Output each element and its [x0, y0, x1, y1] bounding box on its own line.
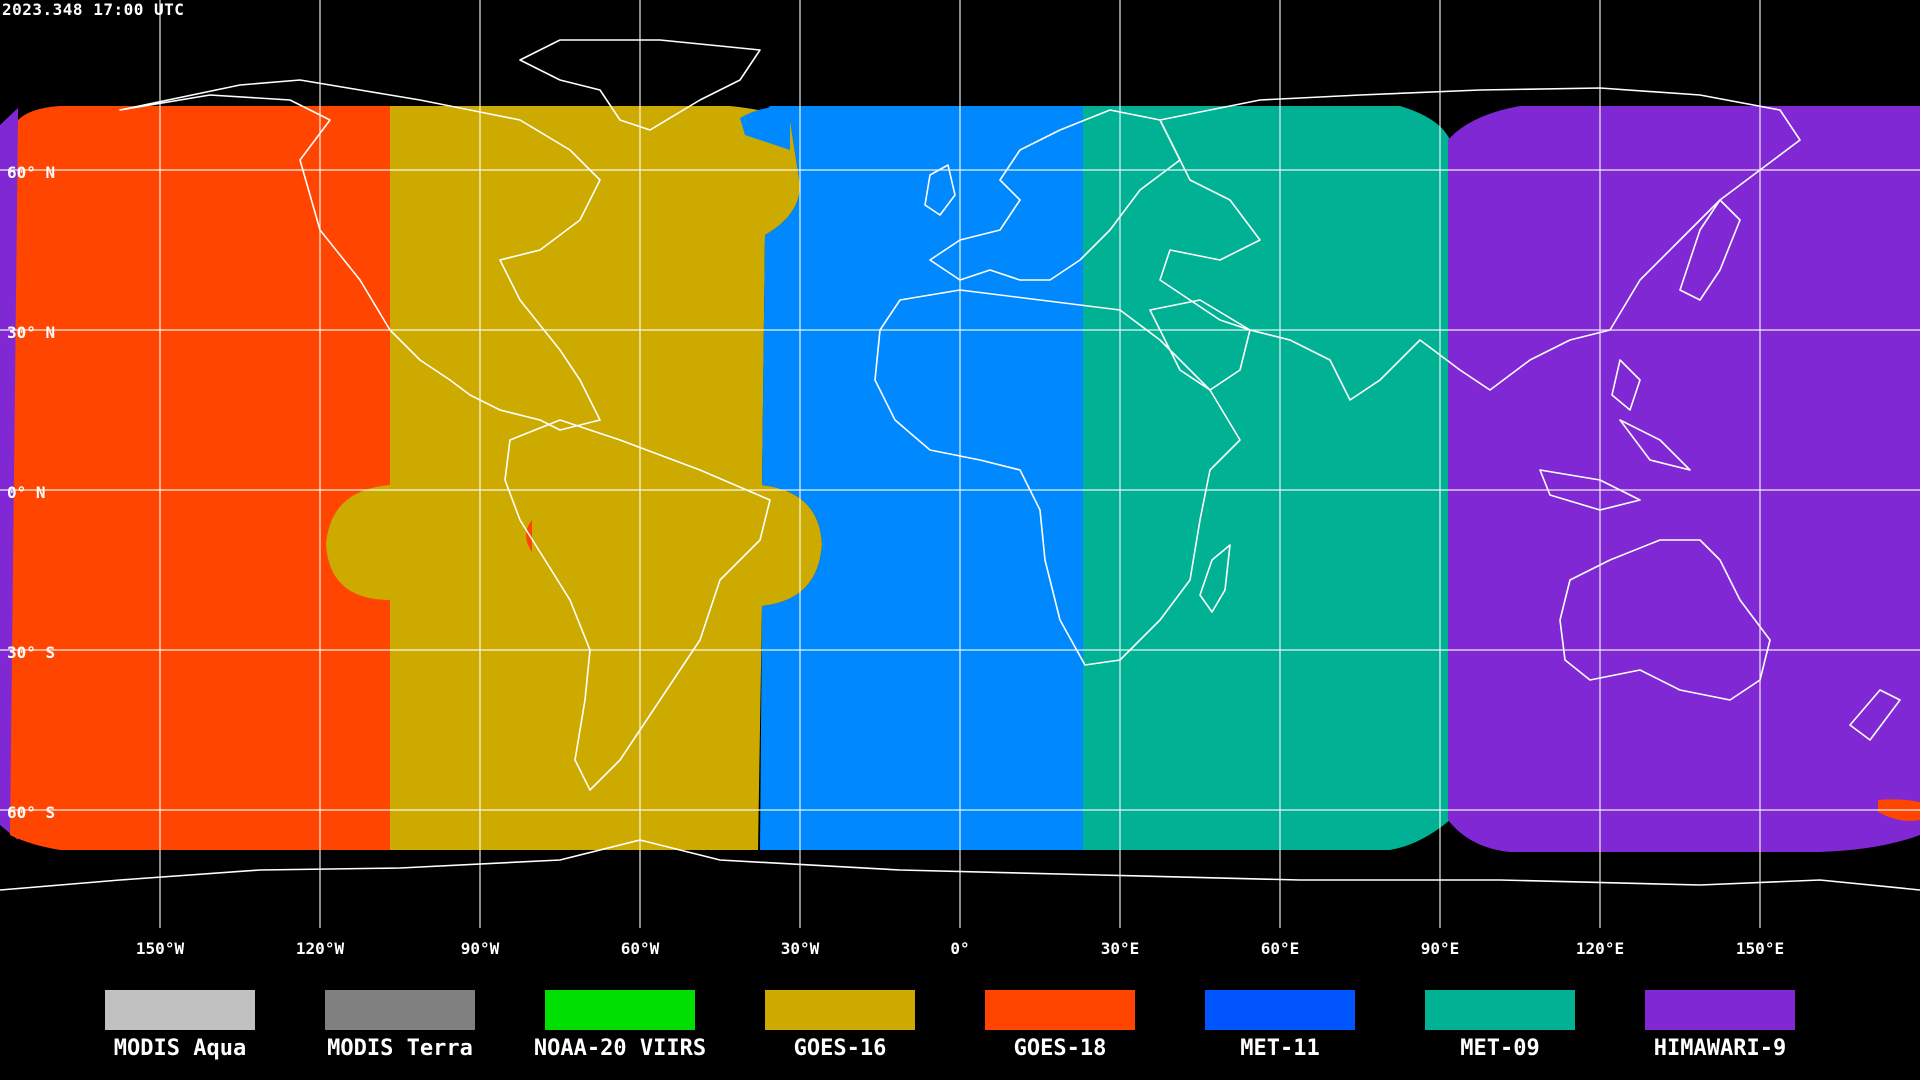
legend-item-goes-18: GOES-18 — [950, 990, 1170, 1061]
lat-label-60s: 60° S — [7, 803, 56, 822]
himawari-9-region — [1448, 106, 1920, 852]
legend-swatch — [325, 990, 475, 1030]
legend-label: MODIS Aqua — [113, 1036, 247, 1061]
legend-swatch — [1645, 990, 1795, 1030]
coverage-regions — [0, 106, 1920, 852]
lon-label-0: 0° — [950, 939, 970, 958]
lat-label-60n: 60° N — [7, 163, 56, 182]
legend-swatch — [1425, 990, 1575, 1030]
legend-label: HIMAWARI-9 — [1653, 1036, 1787, 1061]
coastlines — [0, 39, 1920, 891]
timestamp: 2023.348 17:00 UTC — [2, 0, 185, 19]
lat-label-30n: 30° N — [7, 323, 56, 342]
legend-swatch — [545, 990, 695, 1030]
legend-label: MODIS Terra — [327, 1036, 473, 1061]
lon-label-30w: 30°W — [780, 939, 820, 958]
legend-item-modis-aqua: MODIS Aqua — [70, 990, 290, 1061]
met-11-region — [760, 106, 1085, 850]
legend: MODIS Aqua MODIS Terra NOAA-20 VIIRS GOE… — [0, 958, 1920, 1080]
legend-label: MET-11 — [1240, 1036, 1320, 1061]
lon-label-90e: 90°E — [1420, 939, 1460, 958]
legend-item-modis-terra: MODIS Terra — [290, 990, 510, 1061]
lon-label-60e: 60°E — [1260, 939, 1300, 958]
legend-label: MET-09 — [1460, 1036, 1540, 1061]
met-09-region — [1083, 106, 1450, 850]
lon-label-90w: 90°W — [460, 939, 500, 958]
legend-item-noaa-20-viirs: NOAA-20 VIIRS — [510, 990, 730, 1061]
legend-label: NOAA-20 VIIRS — [533, 1036, 707, 1061]
legend-swatch — [765, 990, 915, 1030]
coverage-map — [0, 0, 1920, 928]
lat-label-30s: 30° S — [7, 643, 56, 662]
goes-18-region — [10, 106, 395, 850]
graticule — [0, 0, 1920, 928]
legend-label: GOES-16 — [793, 1036, 887, 1061]
lon-label-150e: 150°E — [1735, 939, 1785, 958]
lon-label-60w: 60°W — [620, 939, 660, 958]
lon-label-30e: 30°E — [1100, 939, 1140, 958]
goes-16-region — [326, 106, 822, 850]
lon-label-120w: 120°W — [295, 939, 345, 958]
lat-label-0: 0° N — [7, 483, 46, 502]
lon-label-120e: 120°E — [1575, 939, 1625, 958]
legend-item-goes-16: GOES-16 — [730, 990, 950, 1061]
legend-item-met-11: MET-11 — [1170, 990, 1390, 1061]
legend-swatch — [985, 990, 1135, 1030]
legend-swatch — [105, 990, 255, 1030]
legend-swatch — [1205, 990, 1355, 1030]
lon-label-150w: 150°W — [135, 939, 185, 958]
legend-label: GOES-18 — [1013, 1036, 1107, 1061]
legend-item-met-09: MET-09 — [1390, 990, 1610, 1061]
legend-item-himawari-9: HIMAWARI-9 — [1610, 990, 1830, 1061]
